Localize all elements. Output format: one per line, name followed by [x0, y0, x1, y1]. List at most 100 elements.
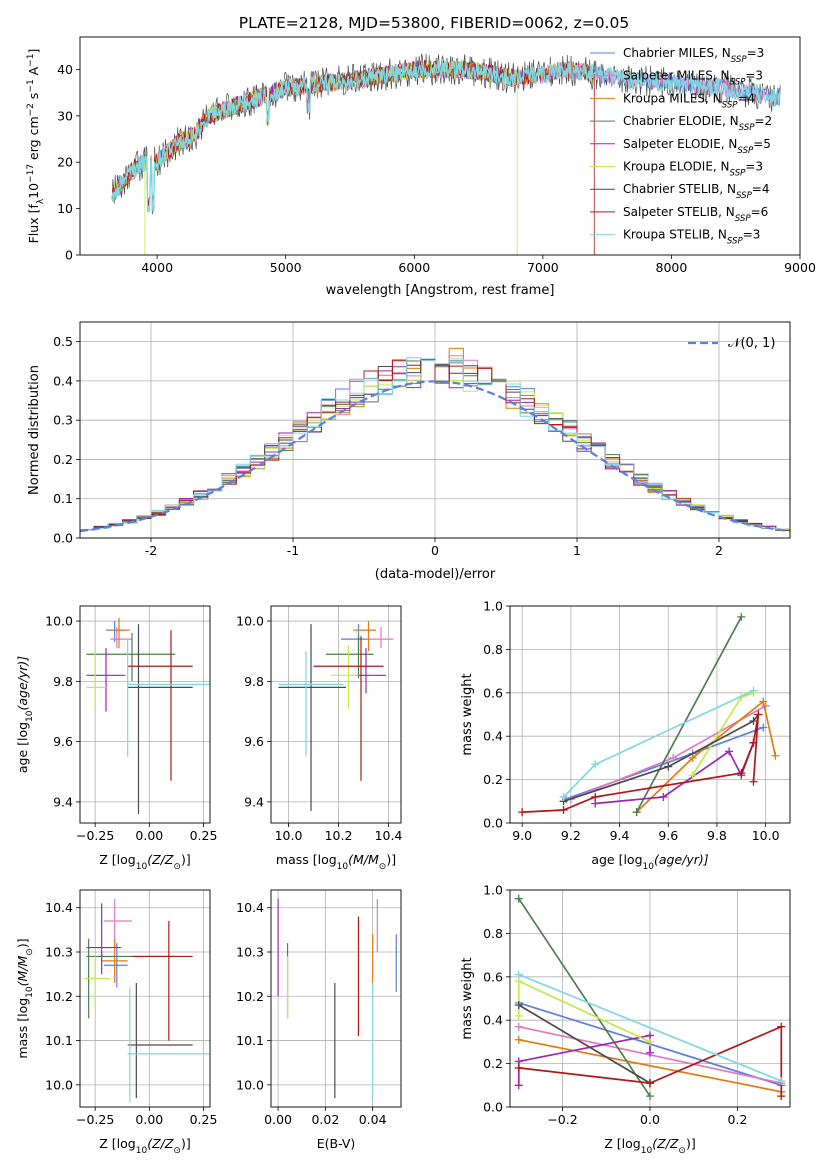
weight-marker [737, 612, 746, 621]
errorbars [277, 898, 397, 1099]
weight-marker [514, 1035, 523, 1044]
x-axis-label: Z [log10(Z/Z⊙)] [99, 852, 190, 872]
x-tick-label: 10.0 [752, 828, 780, 843]
weight-marker [777, 1092, 786, 1101]
weight-lines [514, 894, 786, 1101]
y-tick-label: 0.6 [483, 969, 503, 984]
x-tick-label: 9.0 [512, 828, 532, 843]
y-tick-label: 10.0 [45, 614, 73, 629]
weight-marker [777, 1022, 786, 1031]
weight-marker [664, 762, 673, 771]
weight-marker [749, 738, 758, 747]
spectrum-line [111, 61, 595, 212]
y-tick-label: 0.6 [483, 685, 503, 700]
legend-label: Salpeter ELODIE, NSSP=5 [623, 137, 771, 156]
mass_vs_ebv-panel: 0.00 0.02 0.04 10.0 10.1 10.2 10.3 10.4 E(B-V) [236, 889, 402, 1151]
weight-marker [591, 760, 600, 769]
weight-marker [514, 1063, 523, 1072]
weight-line [518, 973, 782, 1082]
x-tick-label: 1 [573, 543, 581, 558]
histogram-step [80, 357, 790, 531]
weight-marker [646, 1048, 654, 1057]
y-tick-label: 9.4 [53, 794, 73, 809]
y-tick-label: 1.0 [483, 599, 503, 614]
weight-marker [754, 710, 763, 719]
legend-label: Kroupa ELODIE, NSSP=3 [623, 160, 763, 179]
y-tick-label: 10.0 [236, 1077, 264, 1092]
x-tick-label: 9.4 [610, 828, 630, 843]
spectrum-lines [111, 53, 781, 255]
x-tick-label: 8000 [656, 260, 688, 275]
y-tick-label: 10 [57, 201, 73, 216]
y-tick-label: 0.0 [53, 531, 73, 546]
legend-label: 𝒩(0, 1) [728, 336, 775, 351]
axes-frame [79, 889, 211, 1108]
residuals-panel: -2 -1 0 1 2 0.0 0.1 0.2 0.3 0.4 0.5 (data-model)/er… [27, 321, 791, 582]
y-tick-label: 0.1 [53, 491, 73, 506]
legend-label: Kroupa STELIB, NSSP=3 [623, 228, 760, 247]
legend-label: Kroupa MILES, NSSP=4 [623, 91, 755, 110]
normal-curve [80, 380, 790, 533]
y-tick-label: 10.0 [45, 1077, 73, 1092]
weight-marker [761, 701, 770, 710]
legend-label: Chabrier MILES, NSSP=3 [623, 46, 764, 65]
x-tick-label: 6000 [398, 260, 430, 275]
y-axis-label: Normed distribution [27, 365, 42, 495]
y-tick-label: 0.8 [483, 642, 503, 657]
x-tick-label: 0.25 [190, 1112, 218, 1127]
x-axis-label: (data-model)/error [375, 567, 496, 582]
y-tick-label: 9.8 [244, 674, 264, 689]
y-tick-label: 0.8 [483, 926, 503, 941]
y-axis-label: mass weight [460, 673, 475, 755]
y-tick-label: 0.0 [483, 816, 503, 831]
x-tick-label: 0.02 [311, 1112, 339, 1127]
x-tick-label: 9.6 [658, 828, 678, 843]
x-tick-label: −0.2 [547, 1112, 577, 1127]
y-tick-label: 10.4 [45, 900, 73, 915]
weight-marker [514, 1011, 523, 1020]
spectrum-line [111, 60, 781, 213]
y-axis-label: mass weight [460, 957, 475, 1039]
legend-label: Chabrier STELIB, NSSP=4 [623, 182, 770, 201]
y-tick-label: 0.3 [53, 413, 73, 428]
x-tick-label: 0.00 [135, 1112, 163, 1127]
histograms [80, 347, 790, 533]
x-tick-label: 0.0 [640, 1112, 660, 1127]
weight-marker [759, 697, 768, 706]
mass_vs_Z-panel: −0.25 0.00 0.25 10.0 10.1 10.2 10.3 10.4 Z [log1… [15, 889, 218, 1156]
weight-marker [518, 808, 527, 817]
y-tick-label: 10.0 [236, 614, 264, 629]
y-tick-label: 10.4 [236, 900, 264, 915]
weight-marker [514, 1022, 523, 1031]
x-tick-label: 9000 [784, 260, 816, 275]
weight-marker [759, 723, 768, 732]
weight-marker [646, 1037, 654, 1046]
weight-marker [659, 792, 668, 801]
x-tick-label: 0.25 [190, 828, 218, 843]
legend-label: Salpeter STELIB, NSSP=6 [623, 205, 768, 224]
weight-marker [514, 970, 523, 979]
y-tick-label: 10.3 [45, 945, 73, 960]
axes-frame [79, 605, 211, 824]
weight-line [635, 616, 743, 813]
weight-marker [725, 747, 734, 756]
errorbars [84, 898, 210, 1103]
x-axis-label: Z [log10(Z/Z⊙)] [604, 1136, 695, 1156]
x-tick-label: -1 [287, 543, 299, 558]
weight-line [518, 898, 651, 1097]
weight-line [518, 1004, 651, 1084]
x-tick-label: 4000 [141, 260, 173, 275]
age_vs_Z-panel: −0.25 0.00 0.25 9.4 9.6 9.8 10.0 Z [log10(Z/Z⊙)… [15, 605, 218, 872]
age_vs_mass-panel: 10.0 10.2 10.4 9.4 9.6 9.8 10.0 mass [log10(M/M… [236, 605, 402, 872]
weight-marker [632, 808, 641, 817]
weight-marker [737, 769, 746, 778]
legend-label: Chabrier ELODIE, NSSP=2 [623, 114, 772, 133]
x-tick-label: -2 [145, 543, 157, 558]
x-tick-label: 0 [431, 543, 439, 558]
axes-frame [509, 605, 791, 824]
axes-frame [270, 605, 402, 824]
x-tick-label: 7000 [527, 260, 559, 275]
weight-marker [514, 894, 523, 903]
y-tick-label: 40 [57, 62, 73, 77]
